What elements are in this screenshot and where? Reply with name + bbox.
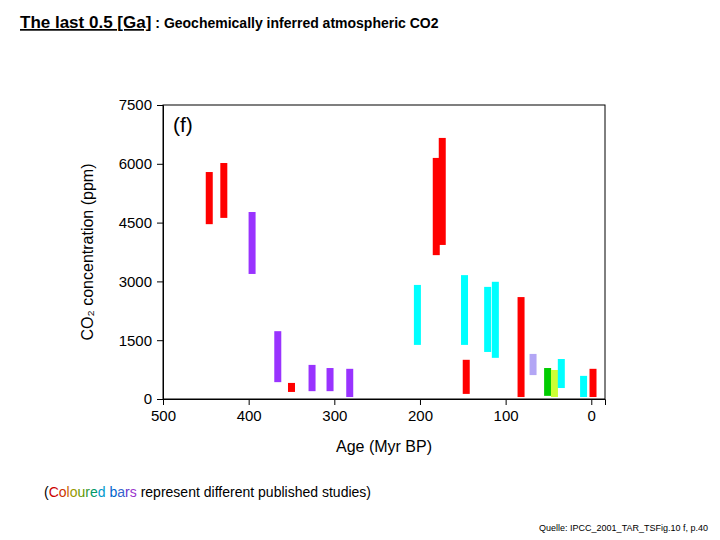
title: The last 0.5 [Ga] [20, 13, 151, 32]
x-axis-title: Age (Myr BP) [336, 438, 432, 455]
y-tick: 0 [144, 390, 163, 407]
range-bar [558, 359, 565, 388]
range-bar [580, 376, 587, 397]
x-tick-label: 500 [151, 407, 176, 424]
x-tick-mark [591, 399, 592, 405]
x-tick: 0 [588, 399, 596, 424]
range-bar [530, 354, 537, 375]
y-tick-mark [157, 223, 163, 224]
range-bar [492, 282, 499, 358]
range-bar [249, 212, 256, 274]
range-bar [327, 368, 334, 391]
range-bar [590, 369, 597, 397]
x-axis-line [164, 400, 606, 406]
y-tick-mark [157, 399, 163, 400]
x-tick-mark [334, 399, 335, 405]
range-bar [461, 275, 468, 345]
x-tick-mark [249, 399, 250, 405]
x-tick-label: 100 [494, 407, 519, 424]
y-tick: 3000 [119, 273, 163, 290]
bars [206, 138, 597, 397]
y-tick-label: 3000 [119, 273, 152, 290]
y-axis-title: CO₂ concentration (ppm) [79, 164, 96, 341]
range-bar [484, 287, 491, 352]
source: Quelle: IPCC_2001_TAR_TSFig.10 f, p.40 [539, 523, 708, 533]
range-bar [288, 383, 295, 392]
y-tick-label: 1500 [119, 332, 152, 349]
chart: The last 0.5 [Ga]: Geochemically inferre… [0, 0, 720, 540]
y-tick-label: 7500 [119, 96, 152, 113]
range-bar [414, 285, 421, 345]
subtitle: : Geochemically inferred atmospheric CO2 [155, 15, 438, 31]
range-bar [433, 158, 440, 255]
y-axis-line [157, 106, 164, 400]
range-bar [518, 297, 525, 397]
x-tick-label: 300 [322, 407, 347, 424]
range-bar [439, 138, 446, 245]
y-tick-mark [157, 340, 163, 341]
y-tick: 1500 [119, 332, 163, 349]
y-tick: 4500 [119, 214, 163, 231]
x-tick-label: 200 [408, 407, 433, 424]
y-tick: 6000 [119, 155, 163, 172]
y-tick-label: 6000 [119, 155, 152, 172]
y-tick-mark [157, 105, 163, 106]
range-bar [544, 368, 551, 396]
x-tick: 400 [237, 399, 262, 424]
y-tick-label: 0 [144, 390, 152, 407]
x-tick-label: 400 [237, 407, 262, 424]
y-tick-mark [157, 281, 163, 282]
x-tick: 300 [322, 399, 347, 424]
panel-label: (f) [173, 113, 193, 136]
x-tick: 200 [408, 399, 433, 424]
x-axis: 500 400 300 200 100 0 [151, 399, 606, 424]
x-tick: 100 [494, 399, 519, 424]
x-tick-label: 0 [588, 407, 596, 424]
y-tick: 7500 [119, 96, 163, 113]
range-bar [463, 360, 470, 394]
range-bar [274, 331, 281, 382]
range-bar [346, 369, 353, 397]
note: (Coloured bars represent different publi… [44, 484, 371, 500]
y-tick-mark [157, 164, 163, 165]
range-bar [220, 163, 227, 218]
range-bar [206, 172, 213, 224]
x-tick-mark [506, 399, 507, 405]
x-tick-mark [420, 399, 421, 405]
plot-frame [163, 105, 605, 399]
x-tick: 500 [151, 399, 176, 424]
range-bar [309, 365, 316, 391]
y-axis: 0 1500 3000 4500 6000 7500 [119, 96, 164, 407]
range-bar [551, 370, 558, 397]
y-tick-label: 4500 [119, 214, 152, 231]
